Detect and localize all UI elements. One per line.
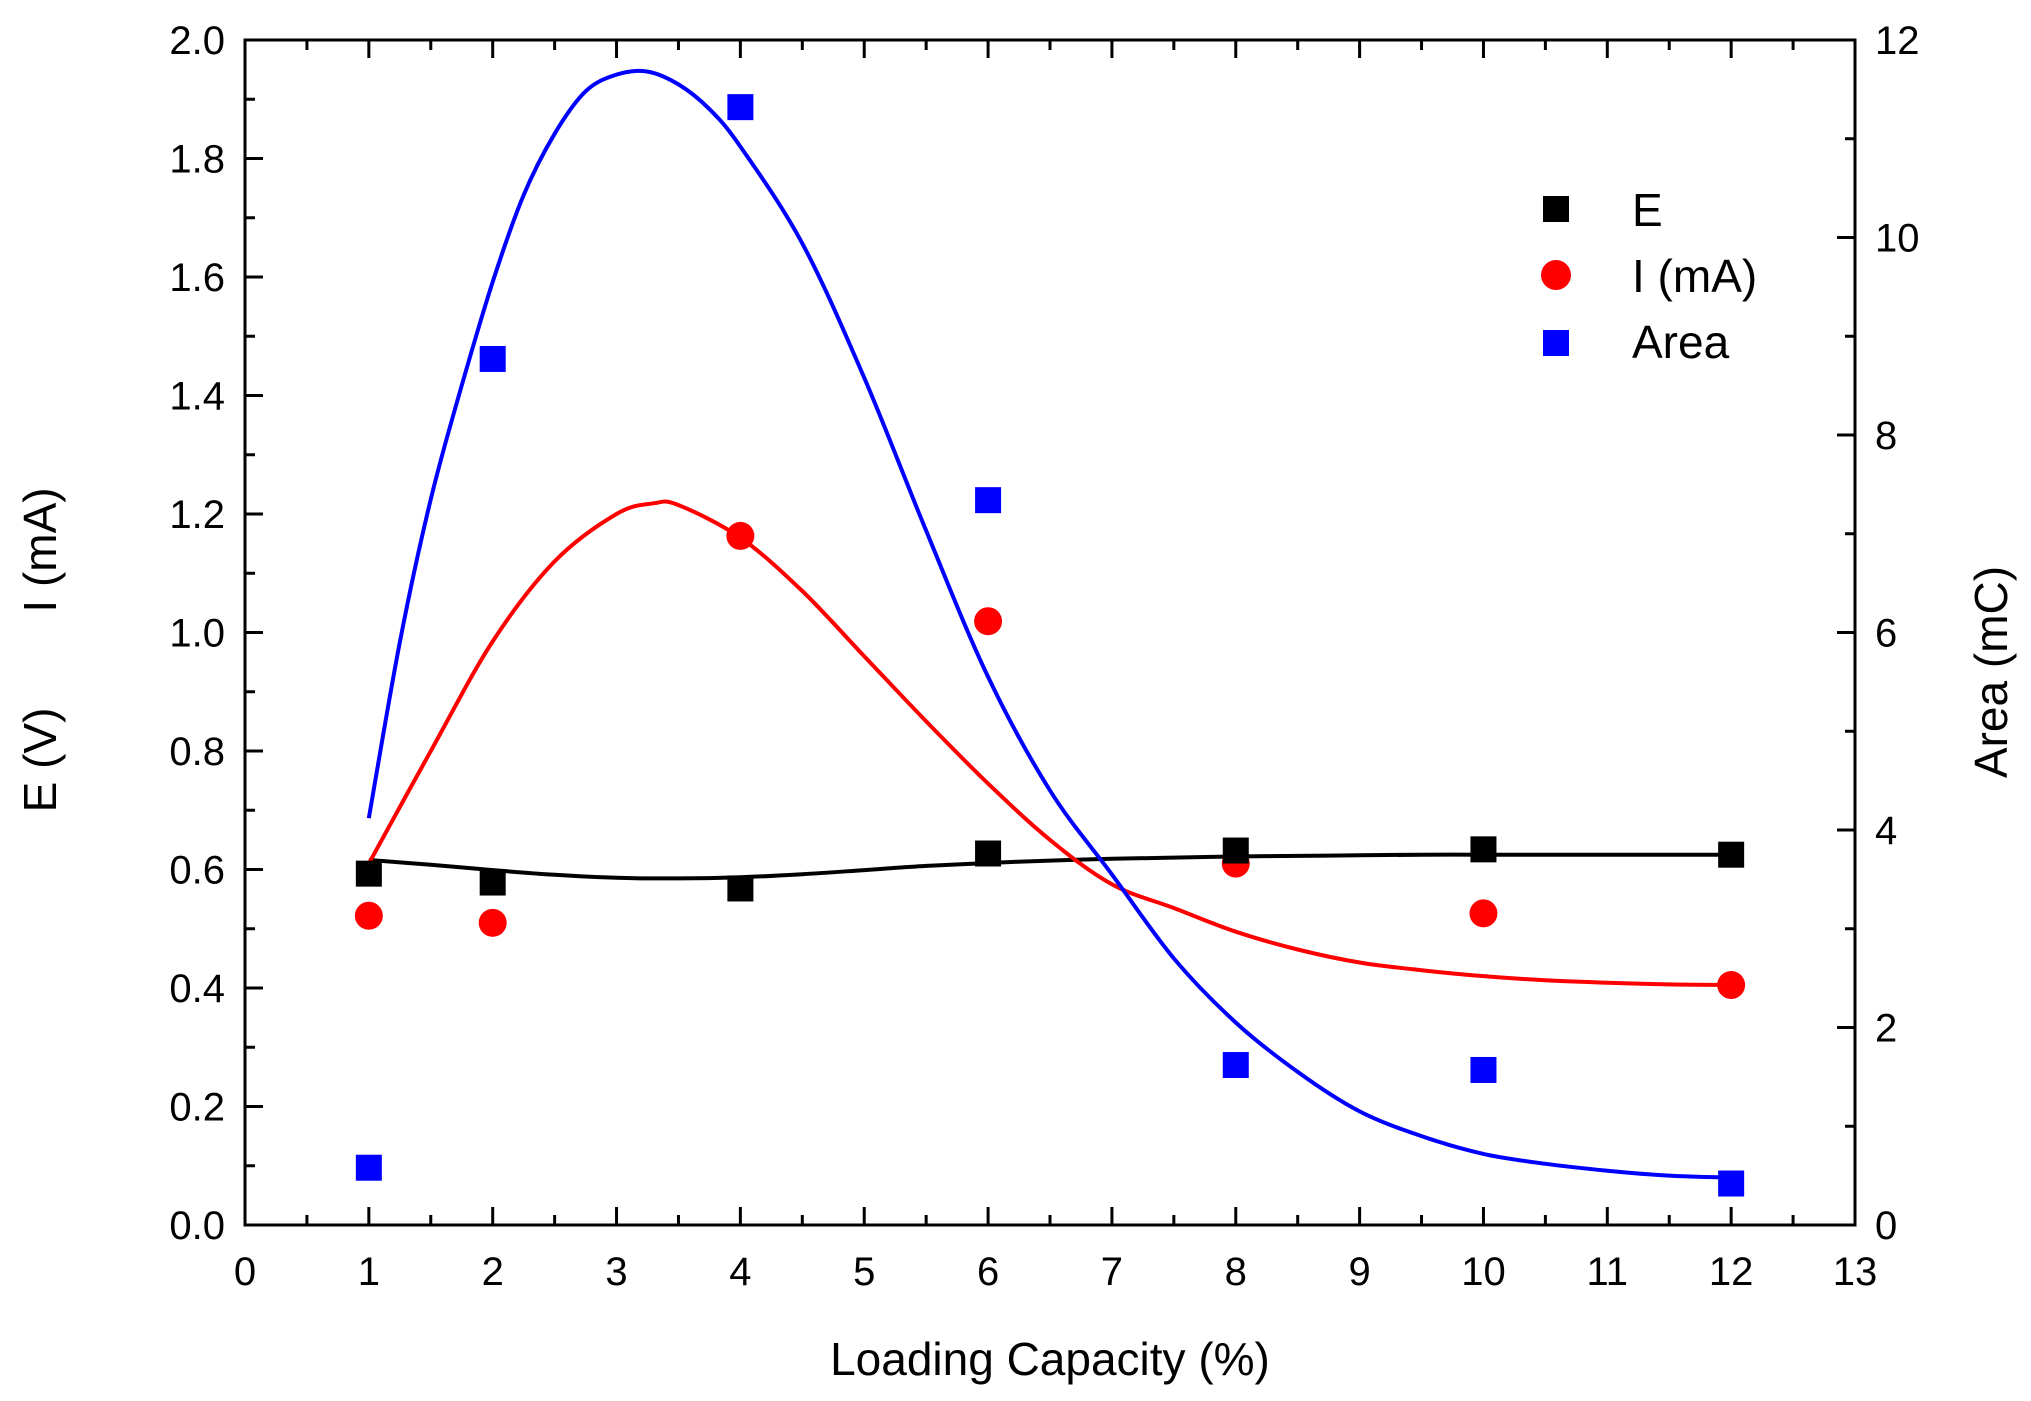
x-tick-label: 12	[1709, 1250, 1754, 1294]
data-point-i-ma	[726, 521, 755, 550]
legend: E I (mA) Area	[1541, 184, 1757, 368]
x-tick-label: 1	[358, 1250, 380, 1294]
data-markers	[354, 94, 1746, 1197]
x-tick-label: 8	[1225, 1250, 1247, 1294]
x-tick-label: 9	[1348, 1250, 1370, 1294]
y-left-tick-label: 0.2	[169, 1086, 225, 1130]
y-right-tick-label: 12	[1875, 19, 1920, 63]
data-point-area	[727, 94, 754, 121]
data-point-area	[355, 1154, 382, 1181]
data-point-e	[1718, 841, 1745, 868]
y-right-tick-label: 0	[1875, 1204, 1897, 1248]
legend-label-area: Area	[1632, 316, 1730, 368]
y-left-tick-label: 0.6	[169, 849, 225, 893]
y-right-tick-label: 10	[1875, 217, 1920, 261]
y-right-axis-title: Area (mC)	[1965, 566, 2017, 778]
fit-line-i-ma	[367, 499, 1732, 987]
y-axis-right: 0 2 4 6 8 10 12	[1837, 19, 1920, 1248]
data-point-area	[1222, 1052, 1249, 1079]
y-left-tick-label: 1.4	[169, 375, 225, 419]
y-left-tick-label: 2.0	[169, 19, 225, 63]
fit-line-area	[366, 68, 1732, 1180]
legend-marker-i	[1541, 260, 1571, 290]
x-tick-label: 10	[1461, 1250, 1506, 1294]
data-point-i-ma	[1469, 899, 1498, 928]
data-point-e	[727, 875, 754, 902]
fit-line-e	[368, 852, 1732, 881]
x-tick-label: 5	[853, 1250, 875, 1294]
x-tick-label: 11	[1587, 1250, 1629, 1294]
y-right-tick-label: 2	[1875, 1007, 1897, 1051]
legend-label-e: E	[1632, 184, 1663, 236]
x-axis: 0 1 2 3 4 5 6 7 8 9 10 11 12 13	[234, 40, 1877, 1294]
data-point-e	[1222, 837, 1249, 864]
y-left-tick-label: 0.8	[169, 730, 225, 774]
data-point-area	[1470, 1056, 1497, 1083]
x-tick-label: 6	[977, 1250, 999, 1294]
data-point-e	[1470, 836, 1497, 863]
data-point-i-ma	[1717, 971, 1746, 1000]
y-left-tick-label: 0.0	[169, 1204, 225, 1248]
x-tick-label: 0	[234, 1250, 256, 1294]
y-left-tick-label: 0.4	[169, 967, 225, 1011]
data-point-i-ma	[974, 607, 1003, 636]
data-point-area	[975, 487, 1002, 514]
data-point-area	[1718, 1170, 1745, 1197]
y-left-axis-title-i: I (mA)	[14, 487, 66, 612]
data-point-i-ma	[354, 901, 383, 930]
data-point-area	[479, 345, 506, 372]
x-tick-label: 3	[605, 1250, 627, 1294]
y-right-tick-label: 4	[1875, 809, 1897, 853]
y-right-tick-label: 8	[1875, 414, 1897, 458]
legend-marker-area	[1543, 330, 1569, 356]
y-right-tick-label: 6	[1875, 612, 1897, 656]
x-tick-label: 4	[729, 1250, 751, 1294]
y-left-tick-label: 1.8	[169, 138, 225, 182]
y-left-tick-label: 1.0	[169, 612, 225, 656]
y-left-tick-label: 1.2	[169, 493, 225, 537]
y-left-axis-title-e: E (V)	[14, 708, 66, 813]
plot-frame	[243, 38, 1857, 1227]
x-tick-label: 13	[1833, 1250, 1878, 1294]
legend-label-i: I (mA)	[1632, 250, 1757, 302]
x-tick-label: 7	[1101, 1250, 1123, 1294]
x-axis-title: Loading Capacity (%)	[830, 1333, 1270, 1385]
data-point-i-ma	[478, 908, 507, 937]
y-axis-left: 0.0 0.2 0.4 0.6 0.8 1.0 1.2 1.4 1.6 1.8 2.0	[169, 19, 263, 1248]
x-tick-label: 2	[482, 1250, 504, 1294]
data-point-e	[975, 840, 1002, 867]
legend-marker-e	[1543, 196, 1569, 222]
data-point-e	[355, 860, 382, 887]
fit-curves	[366, 68, 1732, 1180]
data-point-e	[479, 869, 506, 896]
y-left-tick-label: 1.6	[169, 256, 225, 300]
